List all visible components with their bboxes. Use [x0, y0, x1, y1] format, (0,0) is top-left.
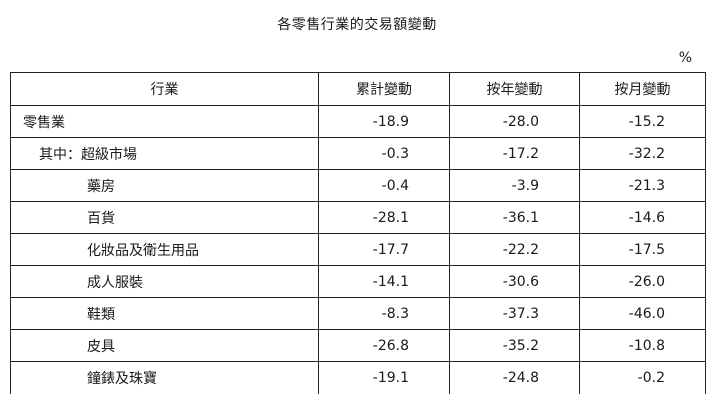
row-name: 成人服裝 [10, 265, 319, 298]
cell-yoy: -36.1 [449, 201, 580, 234]
cell-yoy: -24.8 [449, 361, 580, 394]
cell-mom: -15.2 [579, 105, 706, 138]
unit-label: % [678, 50, 692, 66]
cell-cumulative: -8.3 [318, 297, 450, 330]
row-name: 零售業 [10, 105, 319, 138]
table-row: 鞋類 -8.3 -37.3 -46.0 [10, 297, 706, 330]
cell-yoy: -35.2 [449, 329, 580, 362]
cell-mom: -32.2 [579, 137, 706, 170]
table-row: 藥房 -0.4 -3.9 -21.3 [10, 169, 706, 202]
table-title: 各零售行業的交易額變動 [277, 17, 437, 33]
row-name: 百貨 [10, 201, 319, 234]
row-name: 藥房 [10, 169, 319, 202]
row-name: 鐘錶及珠寶 [10, 361, 319, 394]
cell-yoy: -37.3 [449, 297, 580, 330]
cell-yoy: -30.6 [449, 265, 580, 298]
cell-yoy: -3.9 [449, 169, 580, 202]
table-row: 其中：超級市場 -0.3 -17.2 -32.2 [10, 137, 706, 170]
row-name: 其中：超級市場 [10, 137, 319, 170]
cell-cumulative: -19.1 [318, 361, 450, 394]
cell-cumulative: -14.1 [318, 265, 450, 298]
cell-yoy: -22.2 [449, 233, 580, 266]
table-row: 化妝品及衛生用品 -17.7 -22.2 -17.5 [10, 233, 706, 266]
cell-mom: -26.0 [579, 265, 706, 298]
header-mom: 按月變動 [579, 72, 706, 106]
table-row: 皮具 -26.8 -35.2 -10.8 [10, 329, 706, 362]
cell-cumulative: -18.9 [318, 105, 450, 138]
header-industry: 行業 [10, 72, 319, 106]
table-row: 百貨 -28.1 -36.1 -14.6 [10, 201, 706, 234]
header-cumulative: 累計變動 [318, 72, 450, 106]
header-yoy: 按年變動 [449, 72, 580, 106]
cell-mom: -0.2 [579, 361, 706, 394]
row-name: 皮具 [10, 329, 319, 362]
cell-cumulative: -26.8 [318, 329, 450, 362]
header-row: 行業 累計變動 按年變動 按月變動 [10, 72, 706, 106]
table-row: 成人服裝 -14.1 -30.6 -26.0 [10, 265, 706, 298]
cell-mom: -17.5 [579, 233, 706, 266]
row-name: 化妝品及衛生用品 [10, 233, 319, 266]
cell-mom: -46.0 [579, 297, 706, 330]
cell-cumulative: -28.1 [318, 201, 450, 234]
row-name: 鞋類 [10, 297, 319, 330]
cell-yoy: -17.2 [449, 137, 580, 170]
cell-cumulative: -0.3 [318, 137, 450, 170]
cell-mom: -10.8 [579, 329, 706, 362]
cell-mom: -21.3 [579, 169, 706, 202]
cell-cumulative: -0.4 [318, 169, 450, 202]
table-row: 零售業 -18.9 -28.0 -15.2 [10, 105, 706, 138]
table-row: 鐘錶及珠寶 -19.1 -24.8 -0.2 [10, 361, 706, 394]
cell-cumulative: -17.7 [318, 233, 450, 266]
cell-yoy: -28.0 [449, 105, 580, 138]
retail-trade-table: 行業 累計變動 按年變動 按月變動 零售業 -18.9 -28.0 -15.2 … [10, 72, 706, 394]
cell-mom: -14.6 [579, 201, 706, 234]
